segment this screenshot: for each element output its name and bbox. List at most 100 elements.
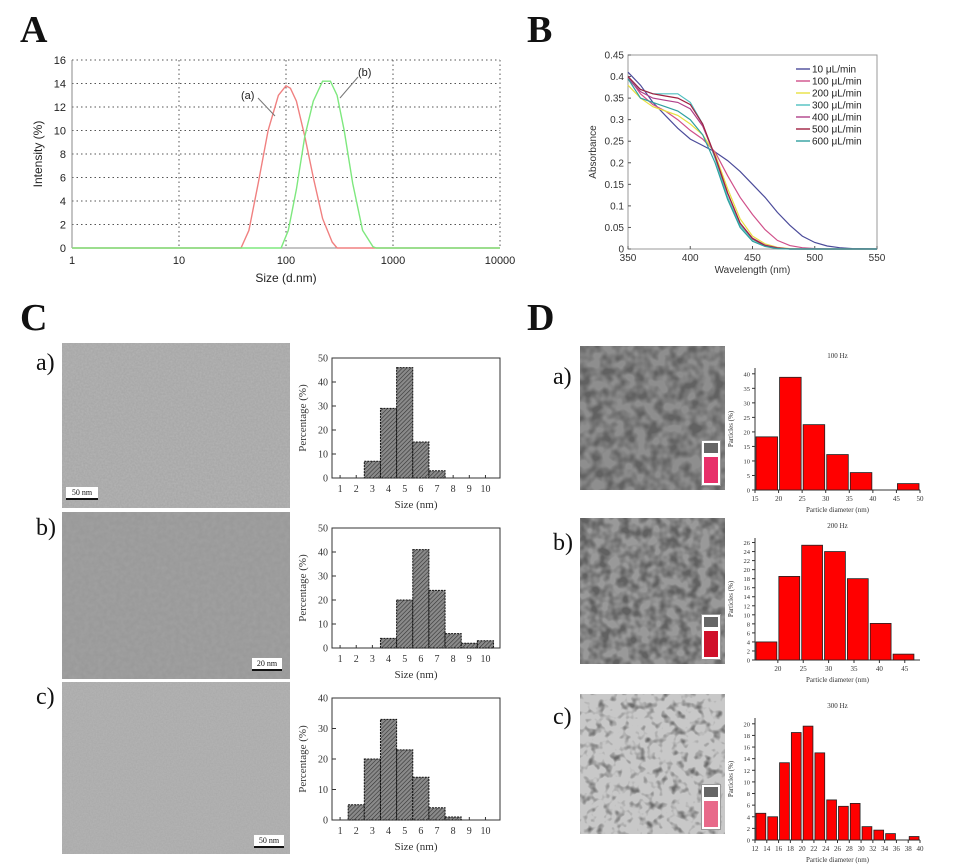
y-tick-label: 30: [744, 400, 751, 407]
x-axis-label: Size (nm): [394, 841, 437, 853]
histogram-bar: [849, 472, 873, 491]
x-tick-label: 40: [917, 845, 925, 853]
y-tick-label: 0.25: [605, 137, 625, 148]
x-tick-label: 10: [480, 654, 490, 665]
chart-c-c-histogram: 0 10 20 30 40 1 2 3 4 5 6 7 8 9 10 Size (nm) Percentage …: [297, 694, 501, 853]
histogram-bar: [892, 653, 915, 661]
histogram-bar: [347, 804, 365, 821]
y-tick-label: 18: [744, 576, 751, 583]
x-tick-label: 40: [876, 665, 884, 673]
x-tick-label: 35: [846, 495, 854, 503]
x-tick-label: 36: [893, 845, 901, 853]
histogram-bar: [826, 799, 837, 841]
y-tick-label: 25: [744, 415, 751, 422]
histogram-bar: [824, 551, 846, 661]
tem-image-d-b: [580, 518, 725, 664]
y-tick-label: 16: [54, 55, 66, 67]
x-axis-label: Particle diameter (nm): [806, 856, 870, 864]
vial-photo: [701, 614, 721, 660]
x-tick-label: 7: [435, 654, 440, 665]
x-tick-label: 1: [338, 484, 343, 495]
vial-photo: [701, 784, 721, 830]
y-tick-label: 0: [60, 243, 66, 255]
y-tick-label: 20: [744, 567, 751, 574]
x-tick-label: 8: [451, 484, 456, 495]
annotation-leader: [257, 97, 276, 117]
y-axis-label: Percentage (%): [297, 725, 309, 793]
y-tick-label: 2: [60, 220, 66, 232]
y-tick-label: 18: [744, 733, 751, 740]
histogram-bar: [869, 623, 892, 661]
tem-image-c-c: 50 nm: [62, 682, 290, 854]
x-tick-label: 6: [418, 484, 423, 495]
chart-title: 100 Hz: [827, 352, 847, 360]
y-tick-label: 20: [318, 755, 328, 766]
legend-label: 200 μL/min: [812, 89, 862, 100]
x-tick-label: 20: [775, 495, 783, 503]
y-tick-label: 20: [318, 596, 328, 607]
sub-label-c-c: c): [36, 684, 55, 710]
x-tick-label: 3: [370, 484, 375, 495]
histogram-bar: [428, 589, 446, 649]
y-tick-label: 4: [60, 196, 66, 208]
y-tick-label: 10: [744, 779, 751, 786]
y-tick-label: 0.1: [610, 201, 624, 212]
panel-label-b: B: [527, 9, 553, 51]
x-tick-label: 26: [834, 845, 842, 853]
y-tick-label: 10: [318, 450, 328, 461]
y-tick-label: 0: [323, 816, 328, 827]
y-axis-label: Intensity (%): [31, 121, 45, 188]
x-tick-label: 10: [480, 826, 490, 837]
x-tick-label: 10000: [485, 255, 516, 267]
panel-label-c: C: [20, 297, 48, 339]
tem-image-c-b: 20 nm: [62, 512, 290, 679]
x-tick-label: 14: [763, 845, 771, 853]
tem-image-c-a: 50 nm: [62, 343, 290, 508]
chart-c-a-histogram: 0 10 20 30 40 50 1 2 3 4 5 6 7 8 9 10 Size (nm) Percentag…: [297, 354, 501, 511]
histogram-bar: [802, 424, 826, 491]
y-tick-label: 50: [318, 524, 328, 535]
x-tick-label: 7: [435, 484, 440, 495]
y-tick-label: 30: [318, 724, 328, 735]
y-tick-label: 0: [747, 838, 750, 845]
histogram-bar: [814, 752, 826, 841]
sub-label-d-a: a): [553, 364, 572, 390]
y-tick-label: 12: [744, 603, 751, 610]
y-tick-label: 6: [747, 803, 751, 810]
x-tick-label: 45: [901, 665, 909, 673]
x-tick-label: 450: [744, 253, 761, 264]
y-tick-label: 20: [744, 721, 751, 728]
histogram-bar: [396, 749, 414, 821]
y-tick-label: 14: [54, 79, 66, 91]
x-tick-label: 45: [893, 495, 901, 503]
histogram-bar: [460, 642, 478, 649]
y-tick-label: 14: [744, 756, 751, 763]
legend-label: 100 μL/min: [812, 77, 862, 88]
y-tick-label: 0: [747, 488, 750, 495]
y-tick-label: 10: [54, 126, 66, 138]
x-tick-label: 6: [418, 826, 423, 837]
x-tick-label: 10: [480, 484, 490, 495]
x-tick-label: 550: [869, 253, 886, 264]
histogram-bar: [396, 599, 414, 649]
series-line-a: [72, 84, 500, 249]
y-tick-label: 0.15: [605, 180, 625, 191]
x-tick-label: 5: [402, 484, 407, 495]
chart-d-a-histogram: 0 5 10 15 20 25 30 35 40 15 20 25 30 35 40 45 50 100 Hz Pa…: [727, 352, 925, 514]
histogram-bar: [861, 826, 873, 841]
x-tick-label: 40: [869, 495, 877, 503]
x-tick-label: 8: [451, 654, 456, 665]
x-tick-label: 50: [917, 495, 925, 503]
histogram-bar: [379, 637, 398, 649]
histogram-bar: [802, 725, 814, 841]
x-axis-label: Size (nm): [394, 669, 437, 681]
x-tick-label: 7: [435, 826, 440, 837]
y-tick-label: 35: [744, 386, 751, 393]
histogram-bar: [897, 483, 920, 491]
y-axis-label: Particles (%): [727, 410, 735, 447]
annotation-b: (b): [358, 67, 371, 79]
histogram-bar: [767, 816, 778, 841]
y-tick-label: 0.45: [605, 51, 625, 62]
y-tick-label: 0.3: [610, 115, 624, 126]
legend-label: 400 μL/min: [812, 113, 862, 124]
